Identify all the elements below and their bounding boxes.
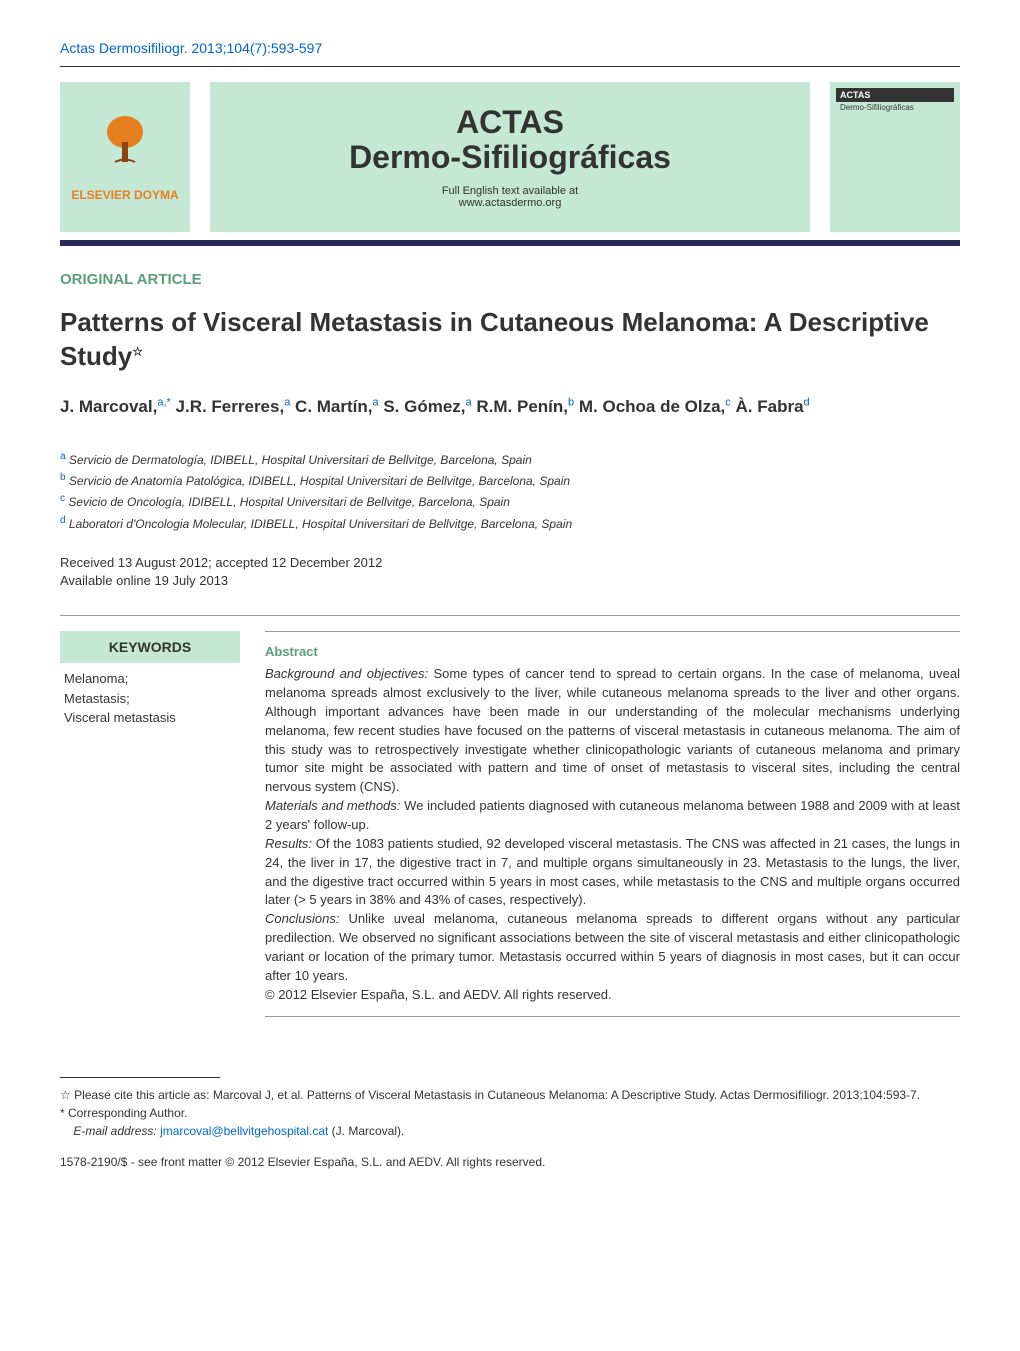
journal-cover-thumbnail: ACTAS Dermo-Sifiliográficas (830, 82, 960, 232)
abstract-section: KEYWORDS Melanoma;Metastasis;Visceral me… (60, 615, 960, 1017)
keyword-item: Metastasis; (64, 689, 240, 709)
header-rule (60, 66, 960, 67)
keywords-header: KEYWORDS (60, 631, 240, 663)
article-type-label: ORIGINAL ARTICLE (60, 271, 960, 288)
abstract-text: Background and objectives: Some types of… (265, 665, 960, 1004)
article-title: Patterns of Visceral Metastasis in Cutan… (60, 306, 960, 374)
journal-subtitle-line1: Full English text available at (442, 185, 578, 197)
keyword-item: Visceral metastasis (64, 708, 240, 728)
background-text: Some types of cancer tend to spread to c… (265, 666, 960, 794)
email-suffix: (J. Marcoval). (332, 1124, 405, 1138)
affiliation-item: c Sevicio de Oncología, IDIBELL, Hospita… (60, 491, 960, 512)
results-label: Results: (265, 836, 312, 851)
keyword-item: Melanoma; (64, 669, 240, 689)
journal-subtitle-line2: www.actasdermo.org (459, 197, 562, 209)
keywords-list: Melanoma;Metastasis;Visceral metastasis (60, 669, 240, 728)
results-text: Of the 1083 patients studied, 92 develop… (265, 836, 960, 908)
journal-title-line2: Dermo-Sifiliográficas (349, 139, 671, 175)
footer-rule (60, 1077, 220, 1078)
cover-subheader: Dermo-Sifiliográficas (836, 102, 954, 113)
abstract-copyright: © 2012 Elsevier España, S.L. and AEDV. A… (265, 987, 612, 1002)
issn-line: 1578-2190/$ - see front matter © 2012 El… (60, 1155, 960, 1169)
received-date: Received 13 August 2012; accepted 12 Dec… (60, 554, 960, 572)
journal-subtitle: Full English text available at www.actas… (442, 185, 578, 209)
journal-title-box: ACTAS Dermo-Sifiliográficas Full English… (210, 82, 810, 232)
cite-footnote: ☆ Please cite this article as: Marcoval … (60, 1086, 960, 1104)
title-star: ☆ (132, 344, 143, 358)
methods-label: Materials and methods: (265, 798, 400, 813)
footer-section: ☆ Please cite this article as: Marcoval … (60, 1077, 960, 1169)
article-title-text: Patterns of Visceral Metastasis in Cutan… (60, 307, 929, 371)
conclusions-label: Conclusions: (265, 911, 339, 926)
affiliations-list: a Servicio de Dermatología, IDIBELL, Hos… (60, 449, 960, 534)
publisher-logo: ELSEVIER DOYMA (60, 82, 190, 232)
cover-header: ACTAS (836, 88, 954, 102)
elsevier-tree-icon (95, 112, 155, 184)
affiliation-item: a Servicio de Dermatología, IDIBELL, Hos… (60, 449, 960, 470)
available-date: Available online 19 July 2013 (60, 572, 960, 590)
affiliation-item: b Servicio de Anatomía Patológica, IDIBE… (60, 470, 960, 491)
journal-title: ACTAS Dermo-Sifiliográficas (349, 105, 671, 175)
journal-header-bar: ELSEVIER DOYMA ACTAS Dermo-Sifiliográfic… (60, 82, 960, 232)
citation-header: Actas Dermosifiliogr. 2013;104(7):593-59… (60, 40, 960, 56)
background-label: Background and objectives: (265, 666, 428, 681)
email-footnote: E-mail address: jmarcoval@bellvitgehospi… (60, 1122, 960, 1140)
affiliation-item: d Laboratori d'Oncologia Molecular, IDIB… (60, 513, 960, 534)
conclusions-text: Unlike uveal melanoma, cutaneous melanom… (265, 911, 960, 983)
email-label: E-mail address: (73, 1124, 156, 1138)
journal-title-line1: ACTAS (456, 104, 564, 140)
publisher-logo-text: ELSEVIER DOYMA (71, 188, 178, 202)
article-dates: Received 13 August 2012; accepted 12 Dec… (60, 554, 960, 590)
abstract-box: Abstract Background and objectives: Some… (265, 631, 960, 1017)
corresponding-footnote: * Corresponding Author. (60, 1104, 960, 1122)
thick-separator (60, 240, 960, 246)
email-link[interactable]: jmarcoval@bellvitgehospital.cat (160, 1124, 328, 1138)
authors-list: J. Marcoval,a,* J.R. Ferreres,a C. Martí… (60, 394, 960, 420)
abstract-header: Abstract (265, 644, 960, 659)
keywords-box: KEYWORDS Melanoma;Metastasis;Visceral me… (60, 616, 240, 1017)
